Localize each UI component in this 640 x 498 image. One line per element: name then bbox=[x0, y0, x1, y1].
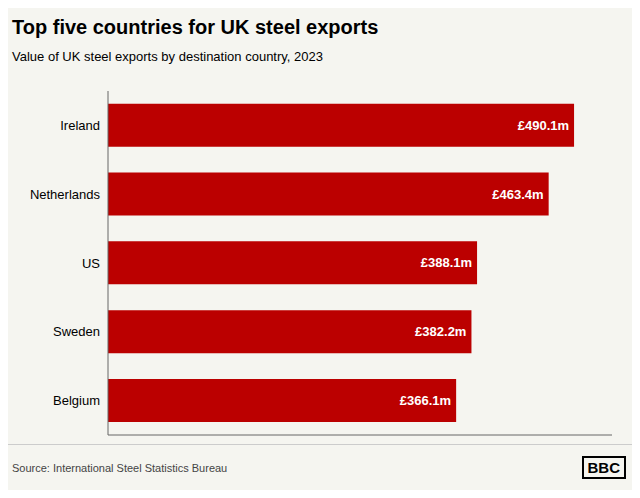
svg-text:US: US bbox=[82, 256, 100, 271]
html-text:Top five countries for UK stee: Top five countries for UK steel exports bbox=[12, 16, 379, 38]
svg-text:Sweden: Sweden bbox=[53, 324, 100, 339]
html-text:BBC: BBC bbox=[587, 459, 620, 476]
html-text:Source: International Steel St: Source: International Steel Statistics B… bbox=[12, 461, 228, 474]
svg-text:Belgium: Belgium bbox=[53, 393, 100, 408]
svg-text:£388.1m: £388.1m bbox=[421, 255, 472, 270]
svg-text:£490.1m: £490.1m bbox=[518, 118, 569, 133]
svg-text:£382.2m: £382.2m bbox=[415, 324, 466, 339]
svg-text:Ireland: Ireland bbox=[60, 118, 100, 133]
svg-text:£366.1m: £366.1m bbox=[400, 393, 451, 408]
html-text:Value of UK steel exports by d: Value of UK steel exports by destination… bbox=[12, 49, 323, 64]
svg-text:Netherlands: Netherlands bbox=[30, 187, 101, 202]
svg-text:£463.4m: £463.4m bbox=[492, 187, 543, 202]
